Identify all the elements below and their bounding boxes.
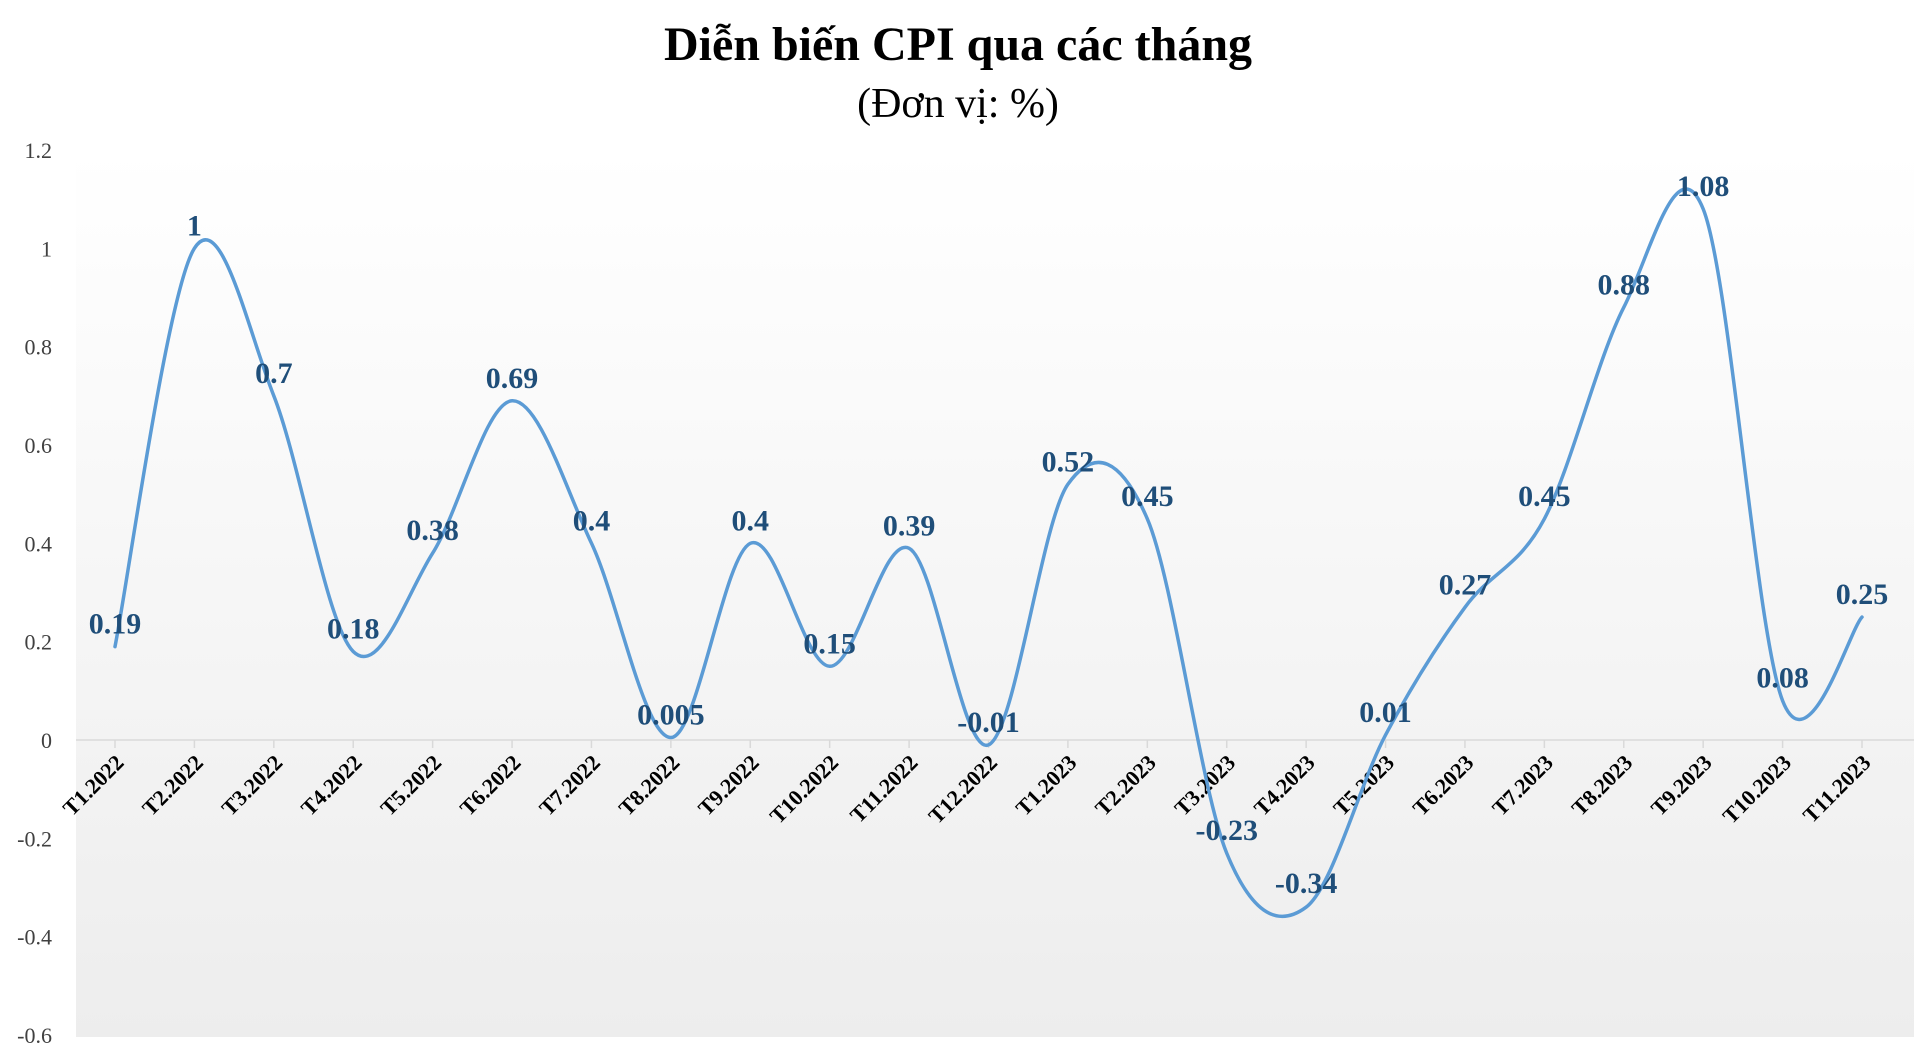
data-labels: 0.19 1 0.7 0.18 0.38 0.69 0.4 0.005 0.4 0.15 0.39 -… bbox=[89, 170, 1889, 900]
y-tick-label: 1 bbox=[41, 236, 52, 261]
data-label: 0.45 bbox=[1121, 480, 1174, 513]
data-label: -0.01 bbox=[957, 706, 1020, 739]
data-label: 0.45 bbox=[1518, 480, 1571, 513]
y-tick-label: 1.2 bbox=[25, 138, 53, 163]
data-label: 0.25 bbox=[1836, 578, 1889, 611]
chart-subtitle: (Đơn vị: %) bbox=[857, 81, 1059, 127]
data-label: 0.4 bbox=[732, 504, 770, 537]
cpi-series-line bbox=[113, 187, 1864, 919]
data-label: 0.18 bbox=[327, 613, 380, 646]
data-label: 1 bbox=[187, 209, 202, 242]
plot-area bbox=[76, 150, 1914, 1037]
data-label: 0.52 bbox=[1042, 445, 1095, 478]
y-tick-label: -0.4 bbox=[17, 925, 52, 950]
data-label: 1.08 bbox=[1677, 170, 1730, 203]
data-label: 0.39 bbox=[883, 509, 936, 542]
data-label: 0.01 bbox=[1359, 696, 1412, 729]
data-label: 0.08 bbox=[1756, 662, 1809, 695]
data-label: 0.4 bbox=[573, 504, 611, 537]
y-axis: 1.2 1 0.8 0.6 0.4 0.2 0 -0.2 -0.4 -0.6 bbox=[17, 138, 52, 1048]
data-label: 0.005 bbox=[637, 699, 705, 732]
data-label: 0.69 bbox=[486, 362, 539, 395]
data-label: 0.88 bbox=[1598, 268, 1651, 301]
chart-title: Diễn biến CPI qua các tháng bbox=[664, 18, 1252, 71]
y-tick-label: 0.6 bbox=[25, 433, 53, 458]
y-tick-label: -0.2 bbox=[17, 826, 52, 851]
y-tick-label: 0 bbox=[41, 728, 52, 753]
data-label: 0.38 bbox=[406, 514, 459, 547]
data-label: 0.27 bbox=[1439, 568, 1492, 601]
data-label: 0.7 bbox=[255, 357, 293, 390]
y-tick-label: 0.4 bbox=[25, 531, 53, 556]
y-tick-label: 0.2 bbox=[25, 630, 53, 655]
y-tick-label: -0.6 bbox=[17, 1023, 52, 1048]
data-label: 0.19 bbox=[89, 608, 142, 641]
y-tick-label: 0.8 bbox=[25, 335, 53, 360]
data-label: 0.15 bbox=[803, 627, 856, 660]
data-label: -0.34 bbox=[1275, 867, 1338, 900]
data-label: -0.23 bbox=[1195, 814, 1258, 847]
